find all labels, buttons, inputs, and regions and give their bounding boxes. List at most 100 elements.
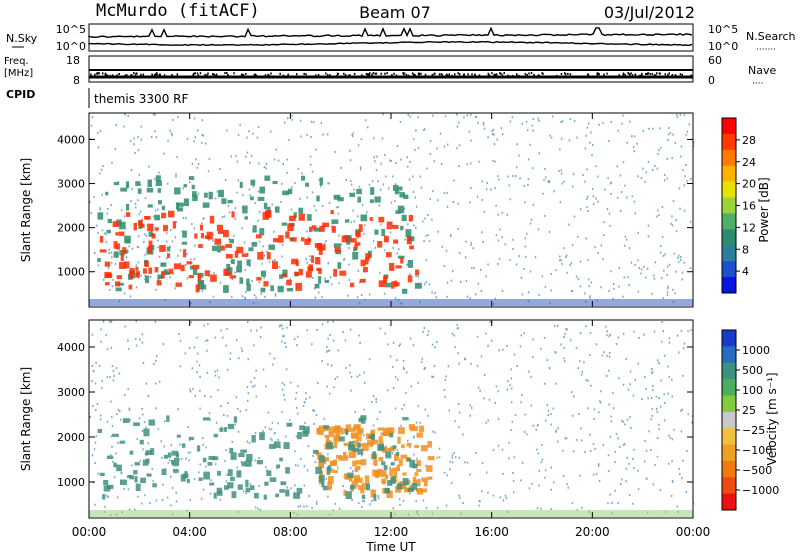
y-tick-label: 3000 [57,386,85,399]
echo-cell [415,487,423,493]
scatter-point [645,387,647,390]
scatter-point [255,296,257,299]
scatter-point [302,405,305,408]
scatter-point [257,219,259,222]
scatter-point [144,278,146,281]
freq-tick-mark [118,73,120,76]
echo-cell [293,212,297,218]
echo-cell [279,457,283,462]
scatter-point [620,209,622,212]
echo-cell [327,476,334,484]
echo-cell [352,251,359,260]
echo-cell [106,229,111,234]
echo-cell [416,460,421,467]
echo-cell [225,254,233,259]
scatter-point [395,162,397,165]
scatter-point [312,121,315,124]
echo-cell [188,436,194,441]
scatter-point [303,484,306,487]
echo-cell [335,454,343,459]
scatter-point [550,289,552,292]
scatter-point [215,421,218,424]
scatter-point [577,277,580,280]
scatter-point [128,508,131,511]
echo-cell [305,271,312,278]
echo-cell [230,452,237,460]
echo-cell [276,464,280,469]
echo-cell [343,455,349,461]
echo-cell [408,214,413,222]
freq-tick-mark [90,73,92,76]
echo-cell [97,212,104,220]
scatter-point [115,367,118,370]
echo-cell [227,469,233,477]
echo-cell [322,222,330,228]
scatter-point [118,410,121,413]
scatter-point [260,292,263,295]
scatter-point [330,364,333,367]
scatter-point [606,208,609,211]
freq-tick-mark [133,72,135,75]
echo-cell [158,200,162,205]
scatter-point [420,361,423,364]
scatter-point [447,365,450,368]
scatter-point [271,421,274,424]
scatter-point [668,341,671,344]
scatter-point [605,325,607,328]
freq-tick-mark [344,73,347,76]
scatter-point [483,397,485,400]
scatter-point [457,227,460,230]
scatter-point [144,253,146,256]
echo-cell [319,244,326,251]
echo-cell [357,485,363,491]
scatter-point [110,435,113,438]
scatter-point [104,505,106,508]
echo-cell [357,196,362,203]
x-tick-label: 08:00 [273,525,308,539]
echo-cell [125,181,130,189]
scatter-point [327,262,329,265]
scatter-point [505,497,508,500]
scatter-point [472,247,474,250]
scatter-point [229,352,232,355]
scatter-point [651,372,653,375]
scatter-point [555,382,557,385]
scatter-point [208,238,210,241]
scatter-point [253,384,256,387]
scatter-point [125,256,128,259]
nsearch-dots: ······· [756,45,776,55]
scatter-point [481,231,483,234]
scatter-point [196,336,198,339]
scatter-point [207,170,210,173]
echo-cell [217,230,224,234]
echo-cell [200,233,205,239]
scatter-point [618,445,621,448]
scatter-point [139,183,142,186]
echo-cell [135,483,141,492]
scatter-point [449,468,451,471]
scatter-point [309,258,312,261]
scatter-point [364,224,366,227]
echo-cell [118,231,125,236]
scatter-point [640,268,643,271]
echo-cell [245,479,249,488]
scatter-point [497,444,500,447]
echo-cell [172,468,179,473]
scatter-point [658,423,660,426]
freq-tick-mark [199,72,202,75]
scatter-point [142,361,145,364]
scatter-point [518,154,520,157]
scatter-point [454,420,456,423]
freq-tick-mark [368,73,371,76]
freq-tick-mark [264,74,267,77]
scatter-point [680,258,682,261]
echo-cell [385,474,389,480]
scatter-point [90,124,93,127]
echo-cell [345,429,349,435]
scatter-point [513,456,516,459]
scatter-point [611,501,613,504]
scatter-point [248,188,251,191]
echo-cell [216,224,223,232]
noise-panel-frame [88,23,694,52]
echo-cell [389,432,394,438]
